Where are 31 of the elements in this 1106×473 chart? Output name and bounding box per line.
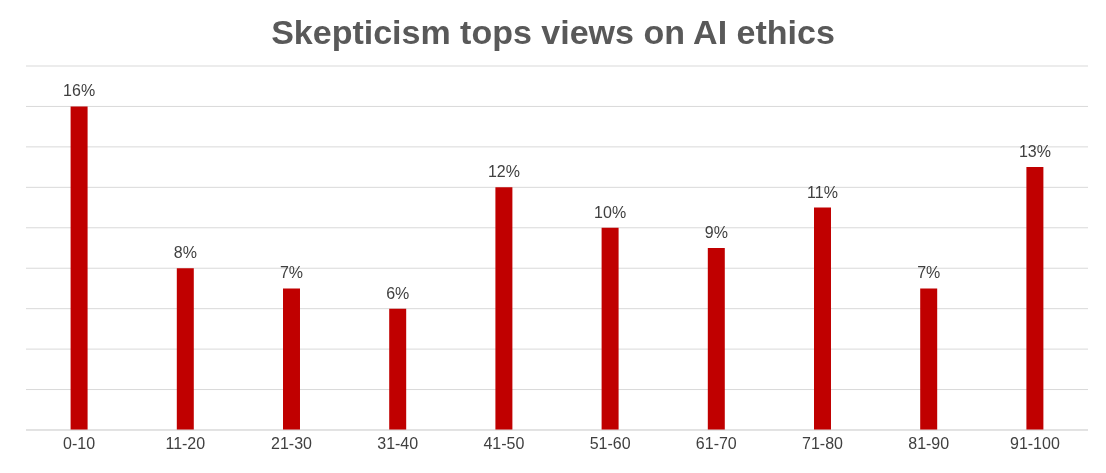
x-tick-label: 71-80 — [802, 435, 844, 453]
bar — [601, 227, 619, 430]
bar — [70, 106, 88, 430]
data-label: 10% — [594, 203, 627, 221]
data-label: 13% — [1018, 143, 1051, 161]
data-label: 16% — [63, 82, 96, 100]
data-label: 12% — [487, 163, 520, 181]
bar — [283, 288, 300, 430]
bar — [707, 248, 725, 430]
data-label: 6% — [386, 284, 410, 302]
bar — [1026, 167, 1044, 430]
bar — [814, 207, 831, 430]
bar — [920, 288, 938, 430]
x-tick-label: 41-50 — [483, 435, 525, 453]
data-label: 8% — [173, 244, 197, 262]
data-label: 11% — [807, 183, 838, 201]
x-tick-label: 21-30 — [271, 435, 313, 453]
data-label: 9% — [704, 224, 728, 241]
x-tick-label: 61-70 — [695, 435, 737, 453]
x-tick-label: 91-100 — [1009, 435, 1060, 453]
bar — [176, 268, 194, 430]
x-tick-label: 11-20 — [165, 435, 206, 453]
chart-title: Skepticism tops views on AI ethics — [270, 12, 836, 53]
data-label: 7% — [917, 264, 941, 282]
bar — [389, 308, 407, 430]
x-tick-label: 81-90 — [908, 435, 950, 453]
bar — [495, 187, 513, 430]
x-tick-label: 0-10 — [63, 435, 96, 453]
x-tick-label: 51-60 — [589, 435, 631, 453]
data-label: 7% — [279, 264, 304, 282]
x-tick-label: 31-40 — [377, 435, 419, 453]
